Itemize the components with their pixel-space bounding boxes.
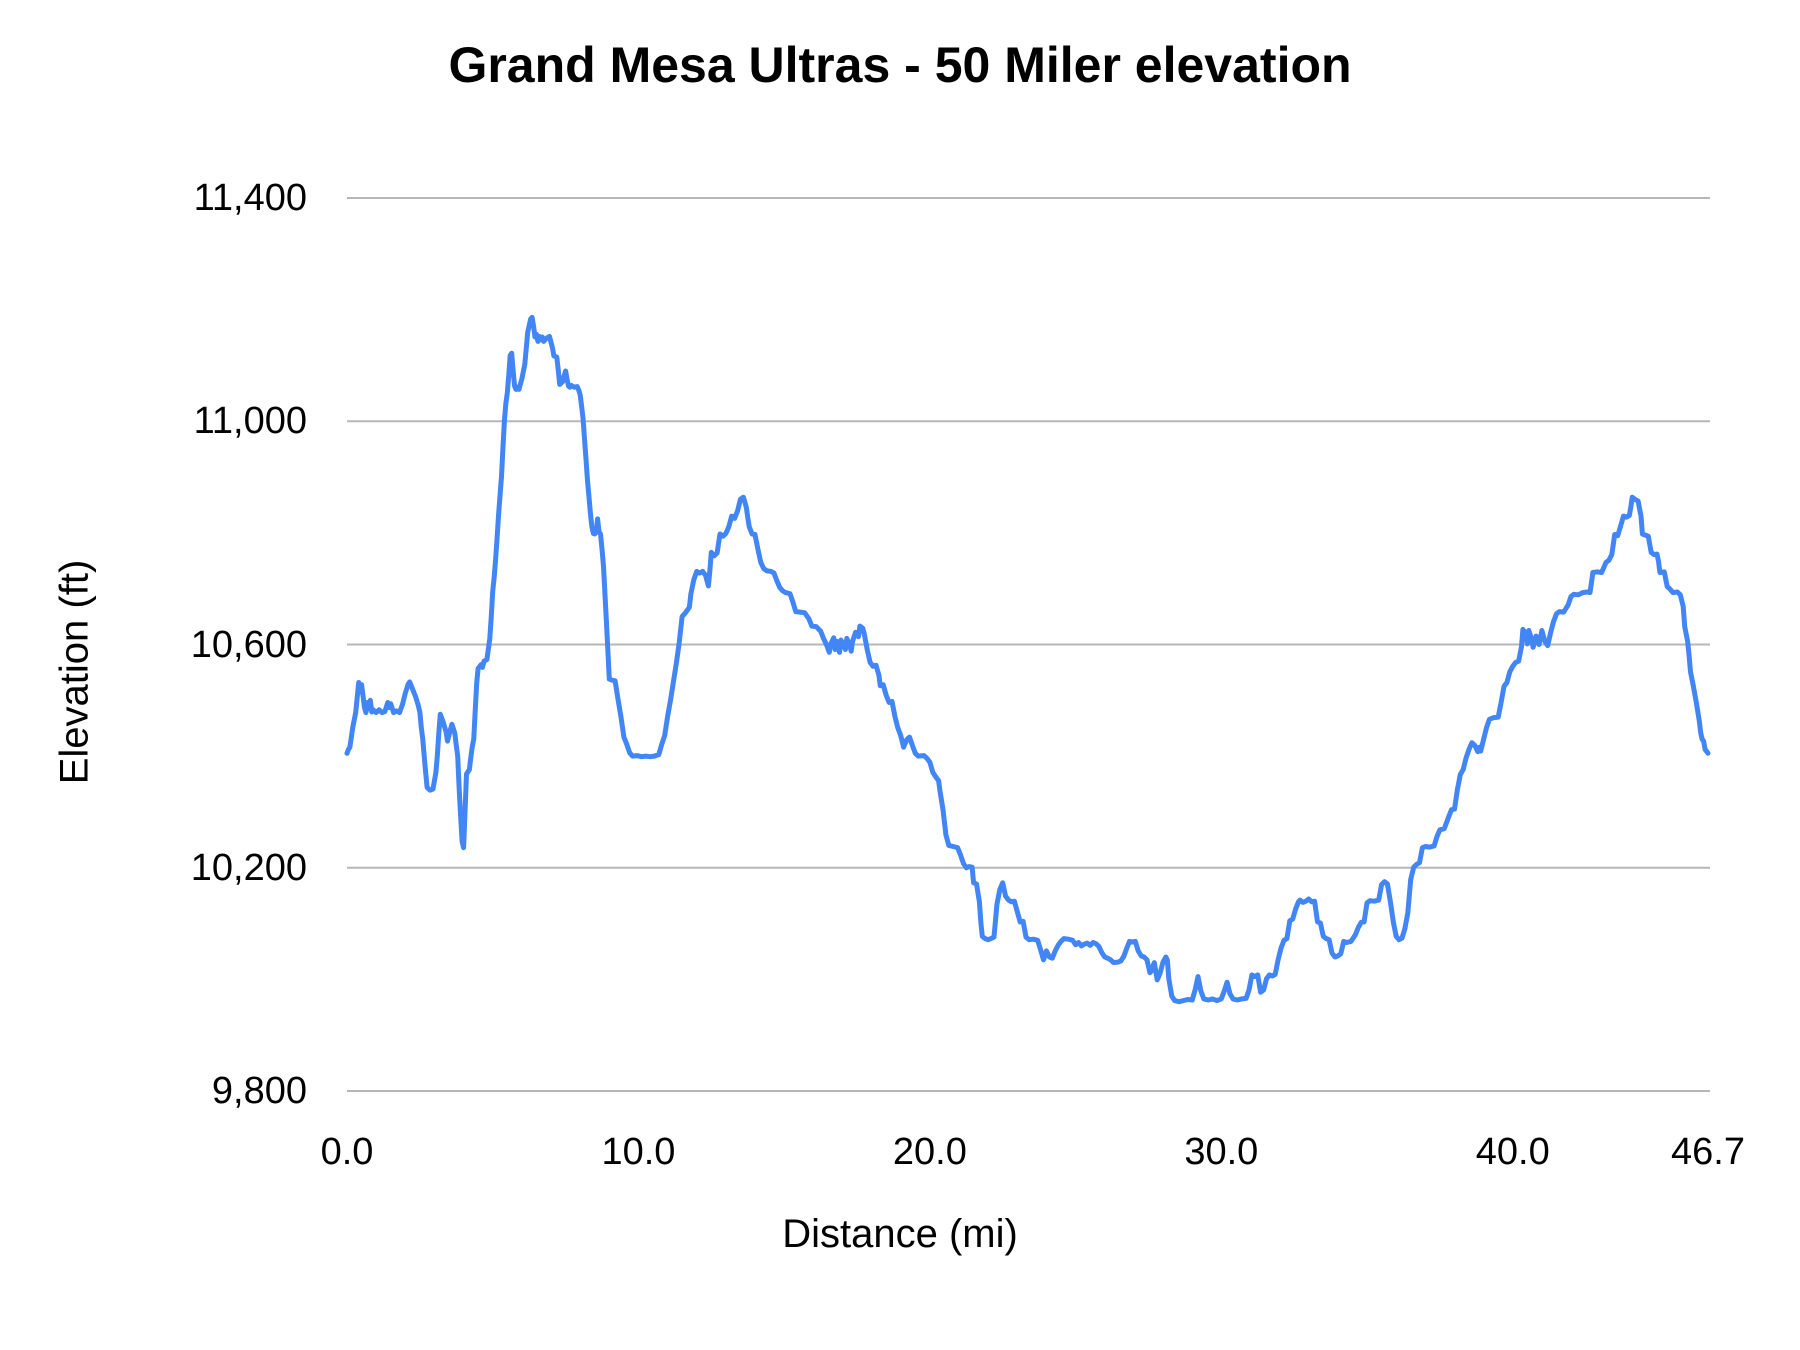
y-tick-label: 10,200 [190,846,307,889]
x-tick-label: 10.0 [601,1131,676,1173]
y-tick-label: 10,600 [190,623,307,666]
x-tick-label: 0.0 [320,1131,374,1173]
elevation-series-line [344,314,1711,1005]
x-tick-label: 20.0 [892,1131,967,1173]
x-tick-label: 30.0 [1184,1131,1259,1173]
y-tick-label: 11,000 [193,400,307,443]
y-tick-label: 11,400 [193,177,307,219]
x-axis-title: Distance (mi) [782,1212,1018,1256]
y-tick-label: 9,800 [211,1070,307,1112]
chart-title: Grand Mesa Ultras - 50 Miler elevation [448,37,1352,93]
x-tick-label: 40.0 [1475,1131,1550,1173]
x-tick-label: 46.7 [1671,1131,1745,1173]
